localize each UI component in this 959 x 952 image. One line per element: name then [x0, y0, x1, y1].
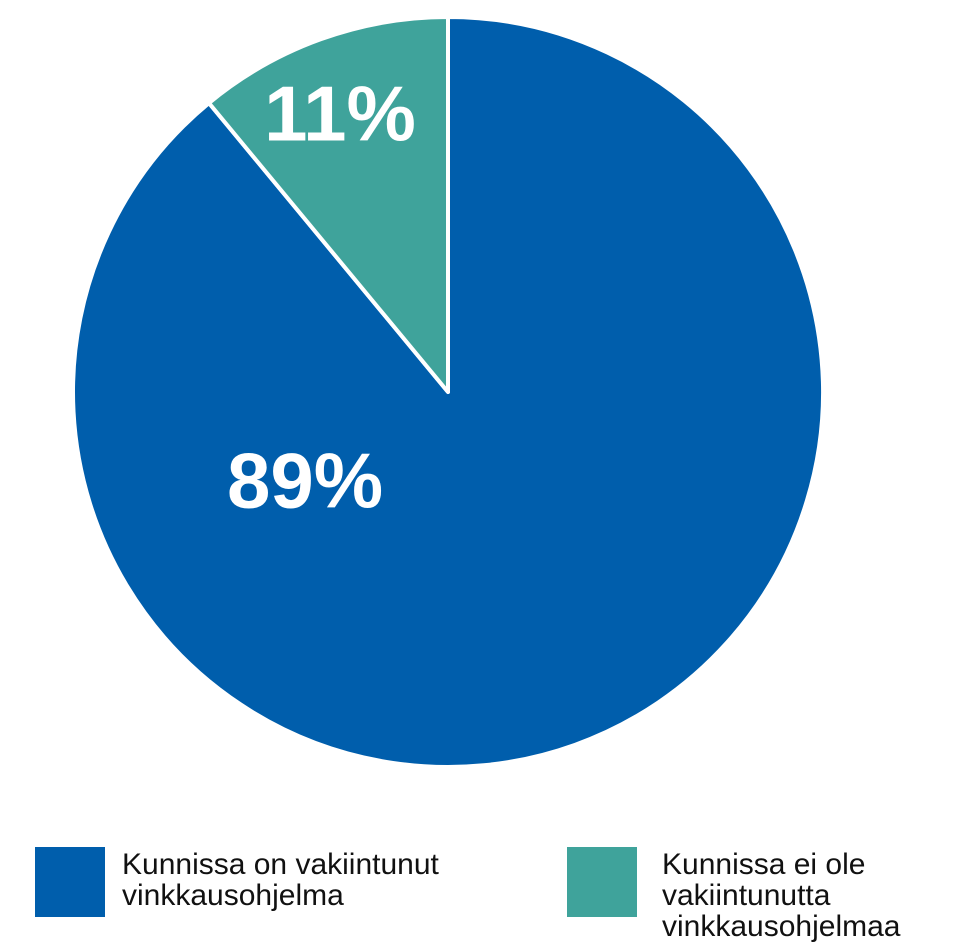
data-label: 11%: [264, 70, 416, 158]
chart: 89% 11%: [71, 15, 825, 769]
legend-item: Kunnissa ei ole vakiintunutta vinkkausoh…: [567, 847, 957, 942]
legend-swatch: [567, 847, 637, 917]
legend-label: Kunnissa on vakiintunut vinkkausohjelma: [122, 848, 439, 912]
data-label: 89%: [227, 437, 383, 525]
legend-swatch: [35, 847, 105, 917]
pie-slice: [206, 15, 450, 394]
legend-label: Kunnissa ei ole vakiintunutta vinkkausoh…: [662, 848, 901, 943]
legend-item: Kunnissa on vakiintunut vinkkausohjelma: [35, 847, 532, 917]
